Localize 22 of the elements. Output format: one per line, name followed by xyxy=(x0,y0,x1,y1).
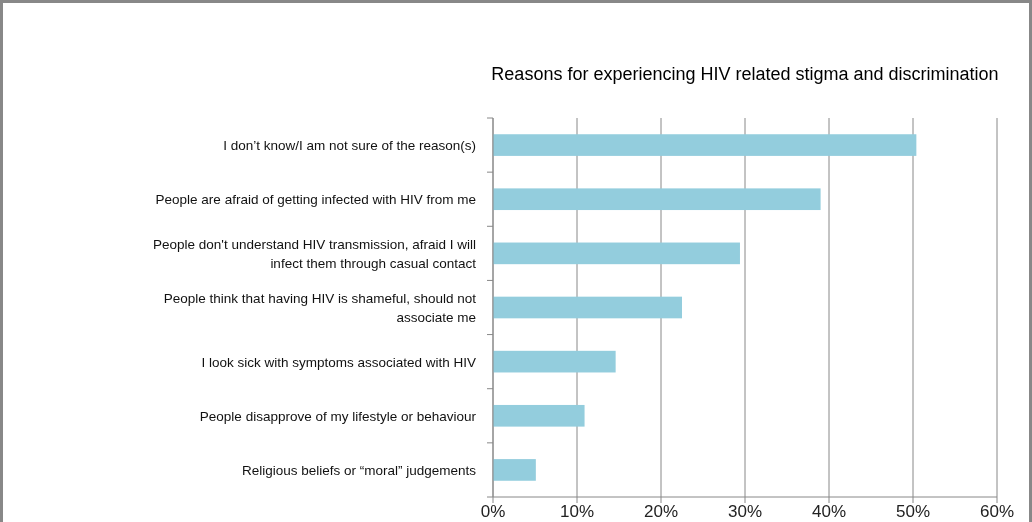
y-tick-label: People disapprove of my lifestyle or behaviour xyxy=(199,408,477,424)
bar xyxy=(493,459,536,481)
x-tick-label: 30% xyxy=(727,502,763,521)
bar xyxy=(493,134,917,156)
x-tick-label: 50% xyxy=(895,502,931,521)
bar xyxy=(493,188,821,211)
y-tick-label: Religious beliefs or “moral” judgements xyxy=(241,462,477,478)
y-tick-label: People think that having HIV is shameful, should not associate me xyxy=(163,291,477,325)
y-tick-label: People are afraid of getting infected with HIV from me xyxy=(155,192,476,208)
bar xyxy=(493,350,616,373)
x-tick-label: 60% xyxy=(979,502,1015,521)
x-tick-label: 40% xyxy=(811,502,847,521)
bar xyxy=(493,404,585,427)
bar xyxy=(493,296,682,319)
bar xyxy=(493,242,740,265)
chart-title: Reasons for experiencing HIV related stigma and discrimination xyxy=(491,64,999,84)
y-tick-label: I don’t know/I am not sure of the reason(s) xyxy=(223,138,476,154)
x-tick-label: 20% xyxy=(643,502,679,521)
x-tick-label: 0% xyxy=(480,502,506,521)
y-tick-label: I look sick with symptoms associated with HIV xyxy=(201,354,476,370)
y-tick-label: People don't understand HIV transmission, afraid I will infect them through casual contact xyxy=(153,236,477,271)
x-tick-label: 10% xyxy=(559,502,595,521)
